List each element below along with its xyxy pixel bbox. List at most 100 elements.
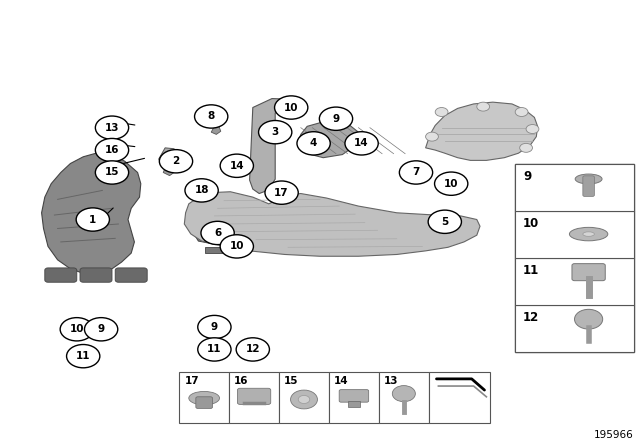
Text: 14: 14: [355, 138, 369, 148]
Text: 9: 9: [332, 114, 340, 124]
Polygon shape: [210, 107, 224, 125]
FancyBboxPatch shape: [80, 268, 112, 282]
Circle shape: [201, 221, 234, 245]
Circle shape: [426, 132, 438, 141]
Circle shape: [60, 318, 93, 341]
Text: 4: 4: [310, 138, 317, 148]
Circle shape: [236, 338, 269, 361]
Polygon shape: [194, 211, 246, 244]
Ellipse shape: [575, 174, 602, 184]
Ellipse shape: [583, 232, 595, 237]
Circle shape: [220, 154, 253, 177]
Text: 10: 10: [523, 217, 539, 230]
Circle shape: [515, 108, 528, 116]
Polygon shape: [266, 187, 288, 202]
Text: 15: 15: [284, 376, 299, 386]
Circle shape: [259, 121, 292, 144]
Text: 7: 7: [412, 168, 420, 177]
Circle shape: [198, 315, 231, 339]
Circle shape: [297, 132, 330, 155]
Circle shape: [265, 181, 298, 204]
Ellipse shape: [189, 392, 220, 405]
Circle shape: [220, 235, 253, 258]
Text: 2: 2: [172, 156, 180, 166]
Circle shape: [435, 172, 468, 195]
Circle shape: [95, 138, 129, 162]
Circle shape: [477, 102, 490, 111]
Text: 9: 9: [523, 170, 531, 183]
Polygon shape: [298, 121, 358, 158]
Text: 11: 11: [523, 264, 539, 277]
FancyBboxPatch shape: [196, 397, 212, 409]
Circle shape: [159, 150, 193, 173]
Circle shape: [435, 108, 448, 116]
Polygon shape: [195, 184, 208, 197]
Polygon shape: [227, 156, 245, 172]
FancyBboxPatch shape: [515, 164, 634, 352]
Text: 14: 14: [334, 376, 349, 386]
Text: 15: 15: [105, 168, 119, 177]
Text: 10: 10: [230, 241, 244, 251]
FancyBboxPatch shape: [515, 164, 634, 211]
Text: 9: 9: [211, 322, 218, 332]
Text: 10: 10: [284, 103, 298, 112]
Polygon shape: [403, 161, 422, 174]
FancyBboxPatch shape: [429, 372, 490, 423]
Ellipse shape: [570, 228, 608, 241]
Text: 17: 17: [275, 188, 289, 198]
Text: 11: 11: [76, 351, 90, 361]
FancyBboxPatch shape: [572, 263, 605, 280]
Circle shape: [95, 116, 129, 139]
FancyBboxPatch shape: [339, 390, 369, 402]
FancyBboxPatch shape: [279, 372, 329, 423]
Polygon shape: [42, 152, 141, 273]
Text: 12: 12: [246, 345, 260, 354]
FancyBboxPatch shape: [45, 268, 77, 282]
Circle shape: [95, 161, 129, 184]
Polygon shape: [205, 247, 237, 253]
Circle shape: [526, 125, 539, 134]
Text: 16: 16: [234, 376, 249, 386]
Text: 13: 13: [105, 123, 119, 133]
Circle shape: [275, 96, 308, 119]
Circle shape: [345, 132, 378, 155]
Ellipse shape: [291, 390, 317, 409]
Text: 13: 13: [384, 376, 399, 386]
FancyBboxPatch shape: [329, 372, 379, 423]
Circle shape: [428, 210, 461, 233]
Circle shape: [195, 105, 228, 128]
Circle shape: [575, 309, 603, 329]
FancyBboxPatch shape: [515, 305, 634, 352]
Circle shape: [67, 345, 100, 368]
Text: 10: 10: [70, 324, 84, 334]
Polygon shape: [250, 99, 300, 194]
Circle shape: [198, 338, 231, 361]
Circle shape: [76, 208, 109, 231]
FancyBboxPatch shape: [515, 211, 634, 258]
Polygon shape: [163, 168, 174, 176]
Polygon shape: [184, 192, 480, 256]
FancyBboxPatch shape: [379, 372, 429, 423]
Text: 5: 5: [441, 217, 449, 227]
Circle shape: [520, 143, 532, 152]
Text: 17: 17: [184, 376, 199, 386]
FancyBboxPatch shape: [229, 372, 279, 423]
Text: 3: 3: [271, 127, 279, 137]
Circle shape: [84, 318, 118, 341]
Text: 6: 6: [214, 228, 221, 238]
Circle shape: [392, 386, 415, 402]
FancyBboxPatch shape: [583, 176, 595, 196]
Text: 1: 1: [89, 215, 97, 224]
Circle shape: [399, 161, 433, 184]
Text: 18: 18: [195, 185, 209, 195]
Text: 10: 10: [444, 179, 458, 189]
Ellipse shape: [298, 396, 310, 404]
Text: 16: 16: [105, 145, 119, 155]
Text: 11: 11: [207, 345, 221, 354]
Circle shape: [185, 179, 218, 202]
FancyBboxPatch shape: [179, 372, 229, 423]
Text: 8: 8: [207, 112, 215, 121]
Text: 195966: 195966: [594, 430, 634, 440]
Polygon shape: [211, 126, 221, 134]
FancyBboxPatch shape: [515, 258, 634, 305]
